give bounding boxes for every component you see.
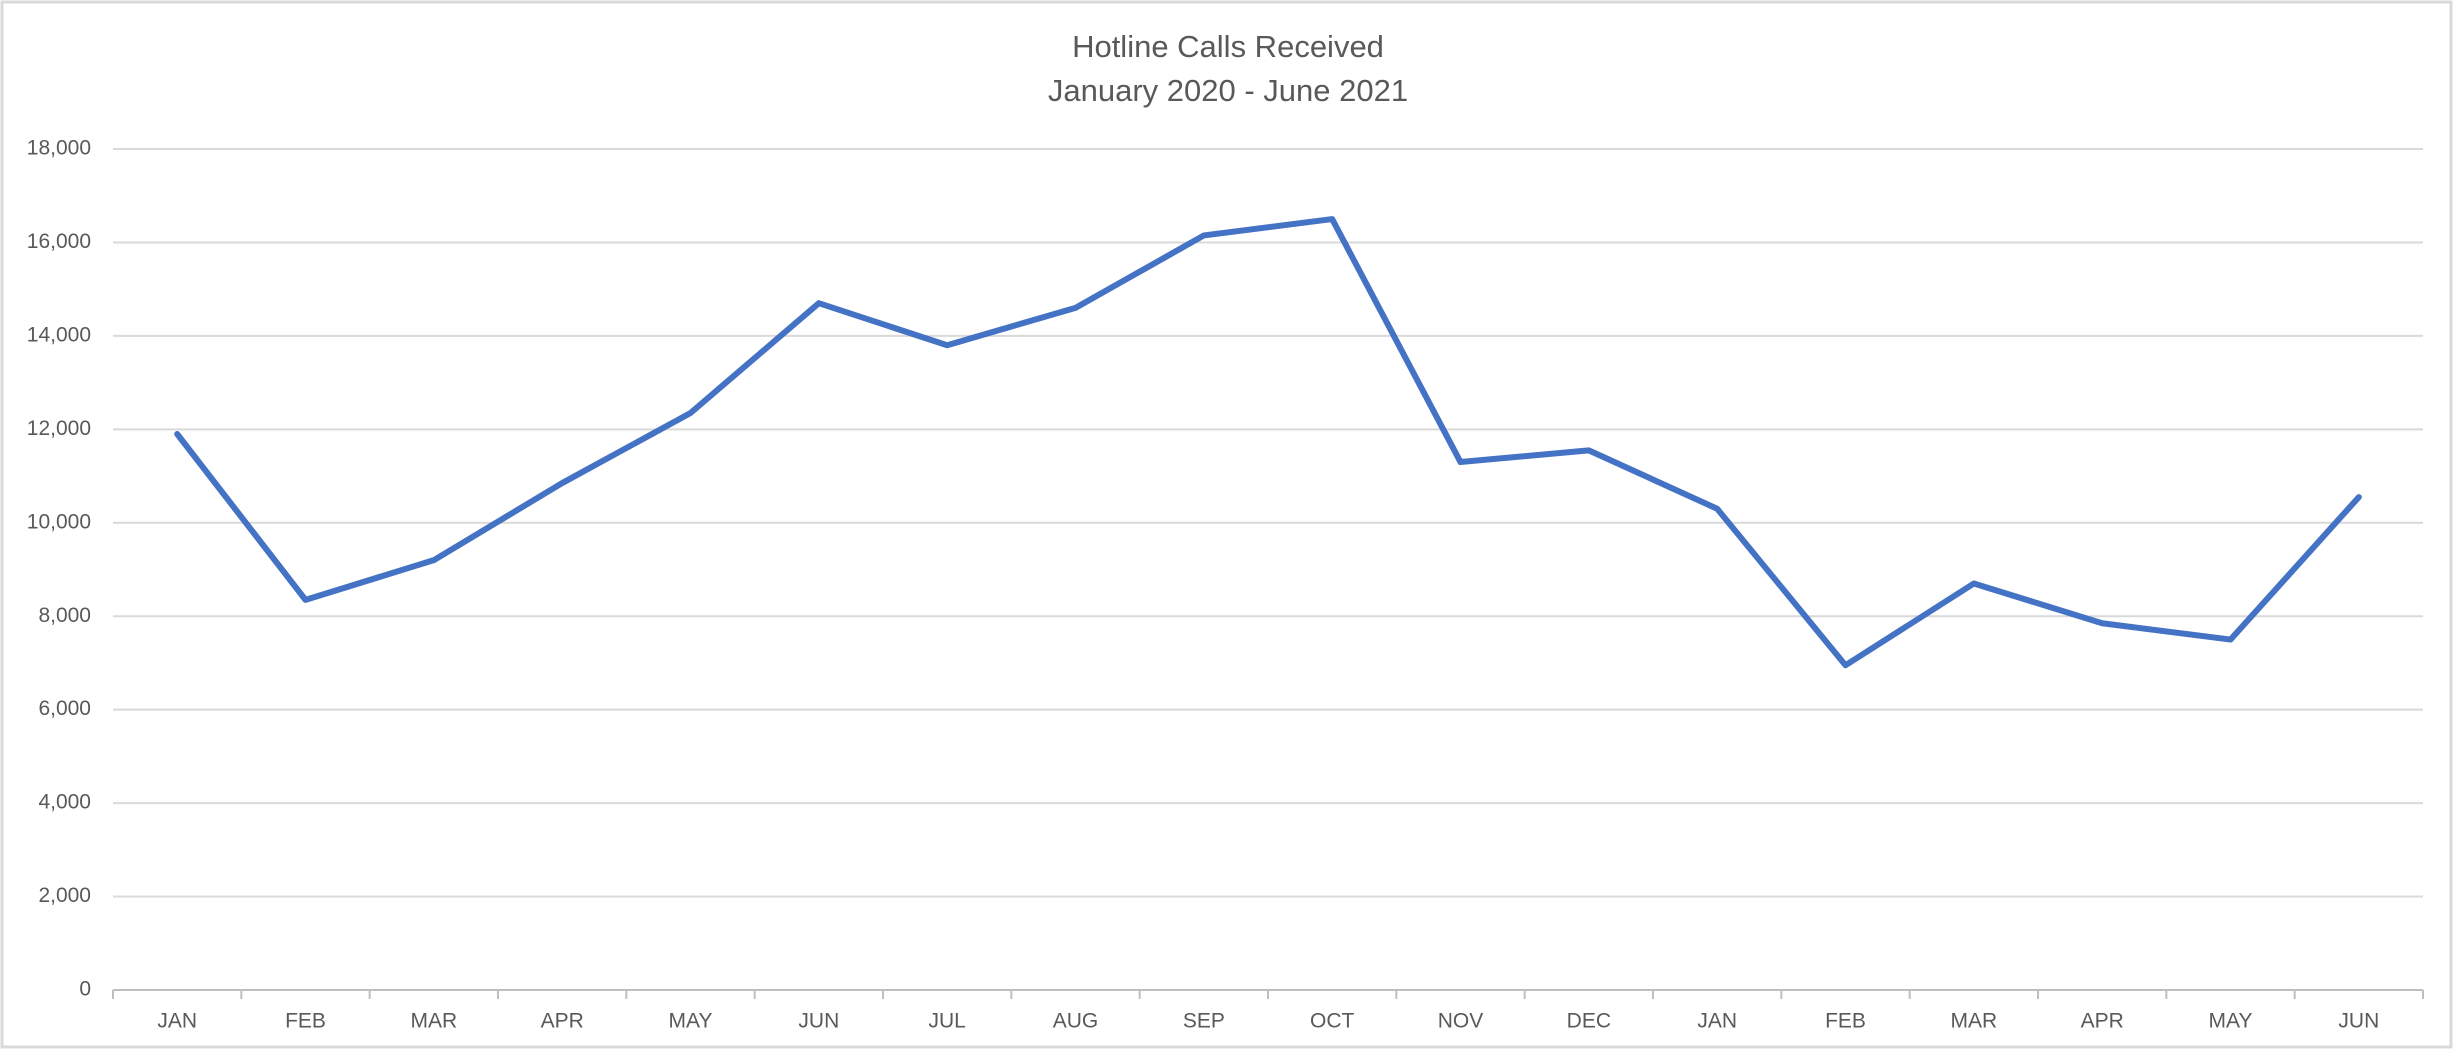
x-tick-label: FEB (1825, 1010, 1866, 1033)
x-tick-label: JAN (1697, 1010, 1737, 1033)
x-tick-label: JAN (157, 1010, 197, 1033)
x-tick-label: DEC (1567, 1010, 1611, 1033)
y-tick-label: 18,000 (27, 137, 91, 160)
y-tick-label: 14,000 (27, 323, 91, 346)
y-tick-label: 0 (79, 978, 91, 1001)
x-tick-label: MAR (1950, 1010, 1997, 1033)
x-tick-label: SEP (1183, 1010, 1225, 1033)
y-tick-label: 4,000 (38, 791, 91, 814)
x-tick-label: MAR (410, 1010, 457, 1033)
chart-subtitle: January 2020 - June 2021 (1048, 73, 1408, 108)
y-tick-label: 16,000 (27, 230, 91, 253)
y-tick-label: 12,000 (27, 417, 91, 440)
data-line (174, 216, 2362, 669)
y-tick-label: 2,000 (38, 884, 91, 907)
x-tick-label: APR (2081, 1010, 2124, 1033)
x-tick-label: JUL (928, 1010, 965, 1033)
x-tick-label: MAY (2209, 1010, 2253, 1033)
x-tick-label: NOV (1438, 1010, 1484, 1033)
x-tick-label: JUN (2338, 1010, 2379, 1033)
x-tick-label: AUG (1053, 1010, 1099, 1033)
y-tick-label: 8,000 (38, 604, 91, 627)
y-tick-label: 6,000 (38, 697, 91, 720)
x-tick-label: FEB (285, 1010, 326, 1033)
chart-title: Hotline Calls Received (1072, 29, 1384, 64)
y-tick-label: 10,000 (27, 510, 91, 533)
x-tick-label: MAY (669, 1010, 713, 1033)
x-tick-label: JUN (798, 1010, 839, 1033)
x-tick-label: APR (541, 1010, 584, 1033)
x-tick-label: OCT (1310, 1010, 1355, 1033)
